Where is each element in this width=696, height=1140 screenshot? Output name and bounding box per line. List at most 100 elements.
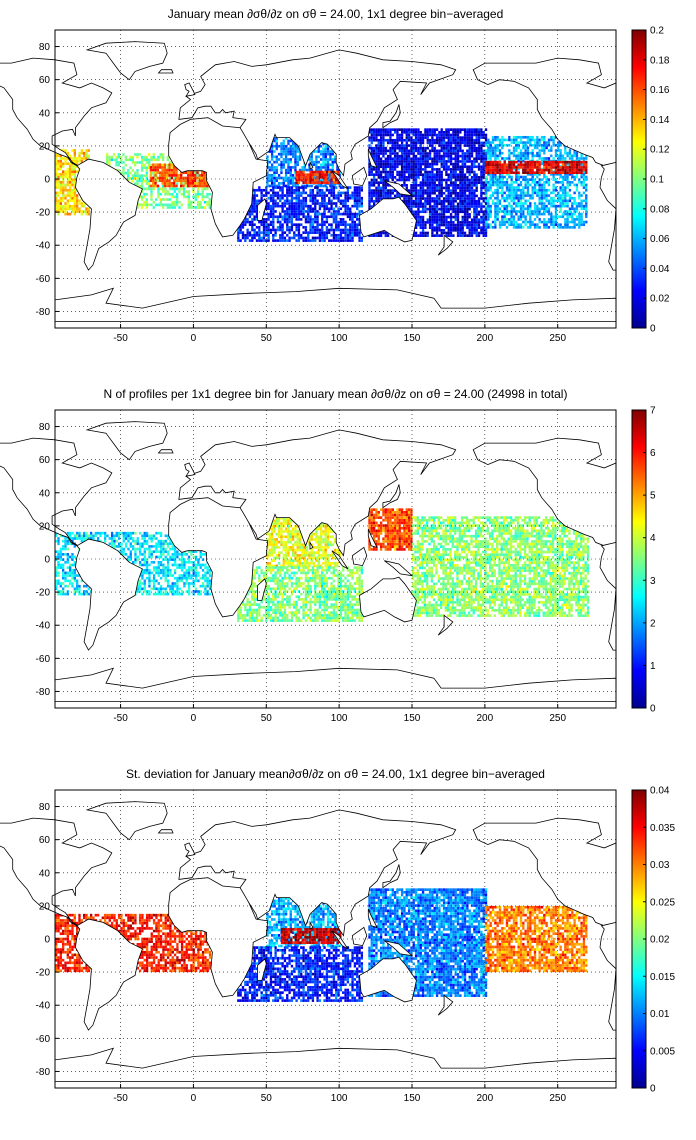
data-cell: [272, 236, 275, 240]
data-cell: [276, 196, 280, 200]
data-cell: [382, 178, 385, 182]
data-cell: [279, 196, 282, 200]
data-cell: [515, 202, 518, 205]
data-cell: [375, 138, 378, 142]
data-cell: [475, 213, 478, 216]
data-cell: [145, 198, 148, 201]
data-cell: [328, 239, 331, 242]
data-cell: [524, 215, 527, 219]
data-cell: [85, 157, 88, 160]
data-cell: [473, 210, 476, 214]
data-cell: [275, 147, 278, 151]
data-cell: [494, 180, 497, 184]
data-cell: [515, 204, 518, 208]
data-cell: [85, 149, 88, 152]
data-cell: [554, 180, 558, 184]
data-cell: [484, 183, 488, 187]
data-cell: [508, 212, 511, 216]
data-cell: [494, 173, 497, 176]
data-cell: [379, 144, 383, 147]
data-cell: [452, 215, 455, 219]
data-cell: [524, 154, 527, 158]
data-cell: [317, 184, 320, 188]
data-cell: [336, 168, 339, 172]
data-cell: [473, 226, 476, 229]
data-cell: [61, 178, 65, 181]
data-cell: [203, 179, 206, 182]
data-cell: [510, 199, 513, 203]
data-cell: [290, 207, 294, 211]
data-cell: [73, 154, 76, 158]
data-cell: [438, 223, 441, 227]
data-cell: [496, 175, 499, 179]
data-cell: [163, 174, 167, 177]
data-cell: [370, 183, 373, 187]
data-cell: [68, 188, 72, 192]
data-cell: [379, 146, 383, 150]
data-cell: [296, 160, 299, 164]
data-cell: [241, 233, 245, 237]
data-cell: [547, 180, 551, 184]
data-cell: [442, 141, 446, 145]
data-cell: [473, 133, 476, 137]
data-cell: [424, 149, 427, 153]
data-cell: [426, 191, 429, 195]
data-cell: [482, 162, 485, 166]
data-cell: [161, 155, 165, 159]
data-cell: [414, 205, 418, 208]
data-cell: [68, 196, 72, 200]
data-cell: [393, 189, 397, 192]
data-cell: [329, 163, 332, 167]
data-cell: [175, 168, 178, 172]
data-cell: [561, 199, 565, 203]
data-cell: [396, 194, 399, 198]
data-cell: [407, 144, 411, 147]
data-cell: [517, 186, 520, 189]
data-cell: [435, 207, 439, 211]
data-cell: [61, 204, 65, 208]
data-cell: [321, 212, 324, 216]
data-cell: [459, 144, 462, 147]
data-cell: [325, 218, 329, 221]
data-cell: [187, 190, 190, 193]
data-cell: [433, 168, 436, 171]
data-cell: [447, 173, 450, 177]
data-cell: [412, 146, 415, 150]
data-cell: [191, 174, 195, 177]
data-cell: [147, 153, 151, 156]
data-cell: [203, 174, 206, 177]
data-cell: [482, 186, 485, 190]
data-cell: [393, 194, 397, 198]
data-cell: [454, 191, 457, 195]
data-cell: [375, 181, 378, 184]
data-cell: [524, 207, 527, 211]
data-cell: [311, 176, 315, 179]
data-cell: [424, 130, 427, 134]
data-cell: [426, 234, 429, 237]
data-cell: [191, 171, 195, 175]
data-cell: [314, 173, 317, 177]
data-cell: [332, 178, 336, 182]
data-cell: [206, 203, 209, 207]
data-cell: [470, 181, 474, 184]
data-cell: [438, 178, 441, 182]
data-cell: [461, 205, 464, 208]
data-cell: [175, 187, 179, 191]
data-cell: [281, 236, 284, 240]
data-cell: [405, 128, 408, 131]
data-cell: [311, 218, 315, 221]
data-cell: [447, 207, 450, 211]
data-cell: [112, 153, 116, 156]
data-cell: [260, 199, 263, 203]
data-cell: [370, 149, 373, 153]
data-cell: [396, 170, 399, 174]
data-cell: [508, 202, 511, 205]
data-cell: [326, 147, 330, 151]
data-cell: [543, 180, 546, 184]
data-cell: [519, 135, 523, 139]
data-cell: [480, 128, 483, 131]
data-cell: [519, 226, 523, 229]
data-cell: [304, 236, 308, 240]
data-cell: [466, 178, 469, 182]
data-cell: [330, 191, 333, 195]
